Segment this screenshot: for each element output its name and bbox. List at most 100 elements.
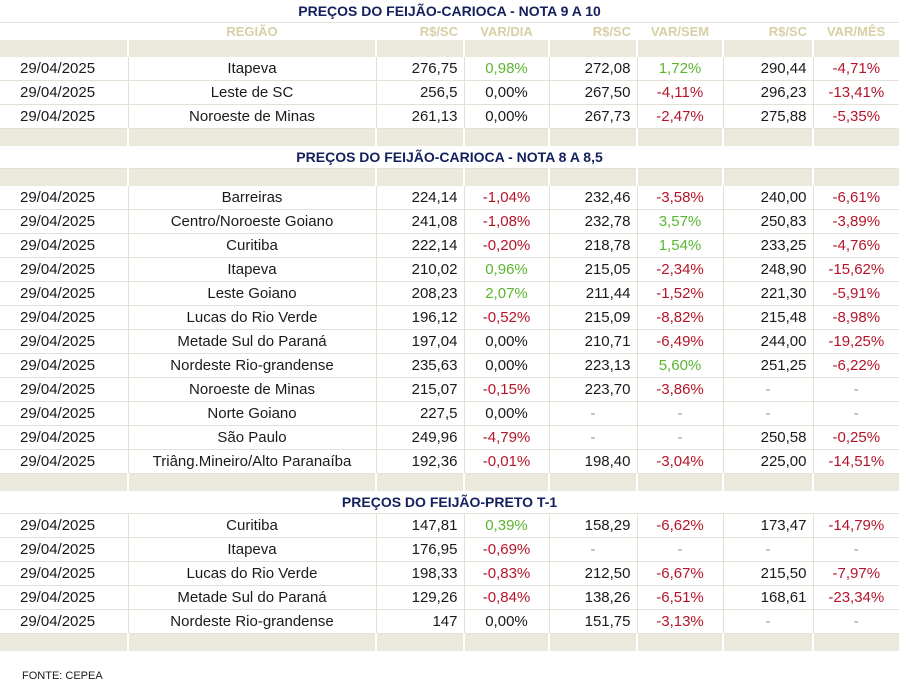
date-cell: 29/04/2025 <box>0 209 128 234</box>
var-week-cell: -6,49% <box>636 329 723 354</box>
var-week-cell: -2,47% <box>636 104 723 129</box>
price-day-cell: 241,08 <box>375 209 464 234</box>
spacer-cell <box>636 128 723 146</box>
price-day-cell: 249,96 <box>375 425 464 450</box>
price-week-header: R$/SC <box>592 24 631 39</box>
price-week-cell: 215,09 <box>548 305 637 330</box>
var-day-cell: -1,08% <box>463 209 549 234</box>
region-cell: Metade Sul do Paraná <box>127 329 376 354</box>
date-cell: 29/04/2025 <box>0 329 128 354</box>
spacer-cell <box>636 40 723 57</box>
table-row: 29/04/2025 Noroeste de Minas 261,13 0,00% 26… <box>0 104 899 129</box>
spacer-cell <box>548 633 637 651</box>
price-day-cell: 129,26 <box>375 585 464 610</box>
date-cell: 29/04/2025 <box>0 537 128 562</box>
date-cell: 29/04/2025 <box>0 57 128 81</box>
var-day-cell: 0,00% <box>463 609 549 634</box>
var-day-cell: -0,83% <box>463 561 549 586</box>
spacer-cell <box>463 473 549 491</box>
table-row: 29/04/2025 Barreiras 224,14 -1,04% 232,46 -3,… <box>0 186 899 210</box>
var-week-cell: - <box>636 537 723 562</box>
table-row: 29/04/2025 Curitiba 147,81 0,39% 158,29 -6,62… <box>0 513 899 538</box>
price-week-cell: 267,50 <box>548 80 637 105</box>
var-month-cell: -4,71% <box>812 57 899 81</box>
table-row: 29/04/2025 Triâng.Mineiro/Alto Paranaíba 1… <box>0 449 899 474</box>
spacer-cell <box>0 633 128 651</box>
price-week-cell: 210,71 <box>548 329 637 354</box>
var-week-cell: -6,67% <box>636 561 723 586</box>
var-day-cell: 0,00% <box>463 353 549 378</box>
spacer-cell <box>0 128 128 146</box>
var-week-cell: - <box>636 401 723 426</box>
spacer-cell <box>375 128 464 146</box>
source-footer: FONTE: CEPEA <box>22 670 103 682</box>
price-day-cell: 196,12 <box>375 305 464 330</box>
date-cell: 29/04/2025 <box>0 377 128 402</box>
var-day-cell: 0,00% <box>463 104 549 129</box>
price-day-cell: 192,36 <box>375 449 464 474</box>
spacer-cell <box>811 168 899 186</box>
var-day-cell: 2,07% <box>463 281 549 306</box>
var-day-cell: 0,96% <box>463 257 549 282</box>
region-cell: Centro/Noroeste Goiano <box>127 209 376 234</box>
price-day-cell: 222,14 <box>375 233 464 258</box>
price-day-cell: 208,23 <box>375 281 464 306</box>
var-day-cell: -1,04% <box>463 186 549 210</box>
price-month-cell: 215,50 <box>722 561 813 586</box>
price-month-cell: 248,90 <box>722 257 813 282</box>
blank-header <box>0 23 128 41</box>
table-row: 29/04/2025 Itapeva 176,95 -0,69% - - - - <box>0 537 899 562</box>
var-month-cell: -5,35% <box>812 104 899 129</box>
price-day-cell: 215,07 <box>375 377 464 402</box>
price-week-cell: 198,40 <box>548 449 637 474</box>
price-month-cell: 290,44 <box>722 57 813 81</box>
date-cell: 29/04/2025 <box>0 449 128 474</box>
section-title: PREÇOS DO FEIJÃO-CARIOCA - NOTA 8 A 8,5 <box>0 146 899 169</box>
var-day-cell: 0,00% <box>463 80 549 105</box>
var-month-cell: -8,98% <box>812 305 899 330</box>
var-month-cell: -3,89% <box>812 209 899 234</box>
var-month-cell: -19,25% <box>812 329 899 354</box>
var-day-header: VAR/DIA <box>480 24 533 39</box>
spacer-cell <box>548 168 637 186</box>
var-week-cell: -3,13% <box>636 609 723 634</box>
var-week-cell: -3,58% <box>636 186 723 210</box>
price-week-cell: 151,75 <box>548 609 637 634</box>
price-day-cell: 147 <box>375 609 464 634</box>
date-cell: 29/04/2025 <box>0 561 128 586</box>
price-month-cell: 215,48 <box>722 305 813 330</box>
spacer-cell <box>0 168 128 186</box>
region-cell: Itapeva <box>127 257 376 282</box>
var-week-cell: -6,62% <box>636 513 723 538</box>
section-title-row-carioca-8-85: PREÇOS DO FEIJÃO-CARIOCA - NOTA 8 A 8,5 <box>0 146 899 169</box>
price-month-cell: 240,00 <box>722 186 813 210</box>
region-cell: Nordeste Rio-grandense <box>127 609 376 634</box>
date-cell: 29/04/2025 <box>0 353 128 378</box>
table-row: 29/04/2025 Leste Goiano 208,23 2,07% 211,44-… <box>0 281 899 306</box>
table-row: 29/04/2025 Lucas do Rio Verde 198,33 -0,83%… <box>0 561 899 586</box>
var-month-cell: -14,51% <box>812 449 899 474</box>
spacer-cell <box>127 633 376 651</box>
spacer-band <box>0 40 899 57</box>
table-row: 29/04/2025 Itapeva 210,02 0,96% 215,05 -2,34%… <box>0 257 899 282</box>
region-cell: Leste Goiano <box>127 281 376 306</box>
var-month-cell: -5,91% <box>812 281 899 306</box>
var-day-cell: -0,69% <box>463 537 549 562</box>
date-cell: 29/04/2025 <box>0 425 128 450</box>
date-cell: 29/04/2025 <box>0 281 128 306</box>
price-week-cell: 158,29 <box>548 513 637 538</box>
var-month-cell: - <box>812 609 899 634</box>
date-cell: 29/04/2025 <box>0 104 128 129</box>
price-month-cell: 173,47 <box>722 513 813 538</box>
table-row: 29/04/2025 Noroeste de Minas 215,07 -0,15% 2… <box>0 377 899 402</box>
price-month-cell: 296,23 <box>722 80 813 105</box>
spacer-band <box>0 128 899 146</box>
spacer-cell <box>375 473 464 491</box>
var-week-cell: -4,11% <box>636 80 723 105</box>
spacer-cell <box>811 473 899 491</box>
var-month-cell: -4,76% <box>812 233 899 258</box>
price-week-cell: 212,50 <box>548 561 637 586</box>
spacer-cell <box>811 40 899 57</box>
var-week-cell: 5,60% <box>636 353 723 378</box>
region-cell: Itapeva <box>127 57 376 81</box>
